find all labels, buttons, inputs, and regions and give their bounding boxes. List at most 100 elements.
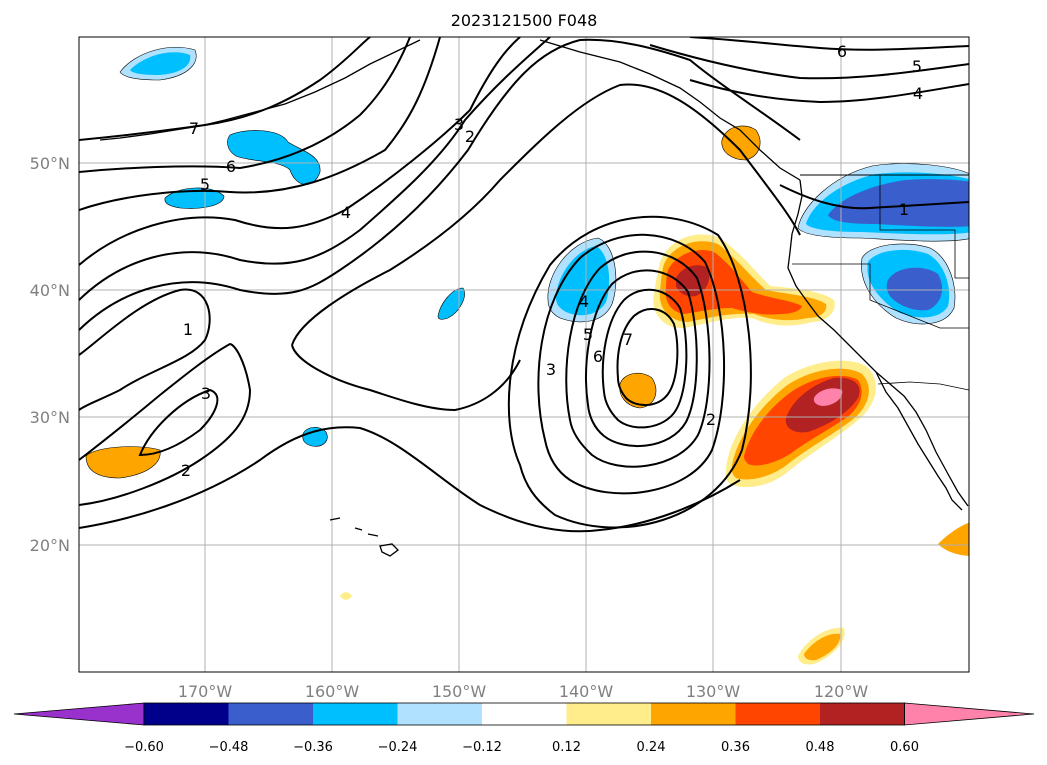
height-contours [79,37,969,533]
contour-2-south [79,426,741,533]
lat-label-50n: 50°N [30,154,70,173]
colorbar-bin-7 [651,703,736,725]
contour-label-6-ne: 6 [837,42,847,61]
contour-label-7-nw: 7 [189,119,199,138]
contour-2-north [79,38,801,331]
border-states-1 [792,263,969,329]
shade-orange-south-core [804,633,841,661]
colorbar-bin-3 [313,703,398,725]
contour-low-ring-3 [537,233,726,495]
coast-hawaii [329,517,399,557]
contour-label-5-ne: 5 [912,57,922,76]
map-frame [78,36,970,673]
shade-blue-small-west [164,187,225,209]
colorbar-extend-low [13,702,145,726]
lat-labels: 20°N 30°N 40°N 50°N [30,154,70,555]
contour-label-7-low: 7 [623,330,633,349]
shade-blue-greatbasin-core [886,267,943,311]
lon-label-130w: 130°W [686,682,741,701]
contour-1-west [79,288,211,411]
contour-1-mid [291,83,801,346]
contour-6 [79,37,411,173]
shade-orange-mexico [938,522,969,556]
colorbar-label-3: −0.36 [293,740,333,755]
coastlines [99,39,969,557]
shading-layer [85,46,969,665]
contour-7 [79,37,371,141]
lat-label-20n: 20°N [30,536,70,555]
contour-low-ring-6 [601,288,688,429]
shade-blue-low-west-core [556,246,610,316]
colorbar-label-5: −0.12 [462,740,502,755]
coast-gulf-alaska [539,39,801,181]
lon-label-170w: 170°W [178,682,233,701]
contour-label-4-low: 4 [579,292,589,311]
colorbar-frame [143,702,905,726]
lon-labels: 170°W 160°W 150°W 140°W 130°W 120°W [178,682,869,701]
contour-label-1-coast: 1 [899,200,909,219]
colorbar-bin-4 [397,703,482,725]
colorbar-label-10: 0.60 [890,740,919,755]
lon-label-120w: 120°W [814,682,869,701]
contour-4 [79,37,521,266]
contour-low-ring-5 [585,269,698,447]
chart-title: 2023121500 F048 [451,11,598,30]
coast-west-usa [787,179,969,507]
colorbar-bin-6 [566,703,651,725]
colorbar-bin-5 [482,703,567,725]
contour-label-6-low: 6 [593,347,603,366]
shade-orange-pnw-small [721,125,761,161]
border-states-2 [879,175,969,279]
colorbar-bin-1 [144,703,229,725]
lat-label-40n: 40°N [30,281,70,300]
contour-1-low-west [291,344,521,412]
contour-2-west [79,342,252,506]
contour-label-3-north: 3 [454,115,464,134]
colorbar-bin-2 [228,703,313,725]
contour-label-3-low: 3 [546,360,556,379]
contour-low-ring-4 [565,250,711,468]
shade-pink-baja [813,388,843,406]
contour-low-ring-7 [616,308,679,406]
shade-blue-northwest-core [130,52,191,75]
contour-3-west [138,388,219,457]
contour-label-1-west: 1 [183,320,193,339]
contour-5 [79,37,441,211]
shade-yellow-tiny [340,592,352,600]
shade-blue-pnw-core [828,179,969,227]
border-usa-mexico [877,381,969,391]
lon-label-150w: 150°W [432,682,487,701]
colorbar-label-2: −0.48 [209,740,249,755]
lon-label-140w: 140°W [559,682,614,701]
colorbar: −0.60 −0.48 −0.36 −0.24 −0.12 0.12 0.24 … [13,702,1035,755]
contour-label-3-west: 3 [201,384,211,403]
colorbar-label-6: 0.12 [552,740,581,755]
lat-label-30n: 30°N [30,408,70,427]
lon-label-160w: 160°W [305,682,360,701]
coast-baja [875,371,963,511]
colorbar-label-9: 0.48 [806,740,835,755]
colorbar-label-7: 0.24 [637,740,666,755]
contour-label-2-north: 2 [465,127,475,146]
contour-label-4-ne: 4 [913,84,923,103]
gridlines [79,37,969,672]
contour-label-5-low: 5 [583,325,593,344]
contour-label-2-west: 2 [181,461,191,480]
contour-6-ne [689,37,969,51]
contour-low-ring-2 [507,215,752,529]
contour-label-5-nw: 5 [200,175,210,194]
contour-3-north [79,37,551,301]
colorbar-label-1: −0.60 [124,740,164,755]
contour-label-6-nw: 6 [226,157,236,176]
contour-4-ne [689,79,969,104]
shade-blue-small-center [437,287,465,320]
colorbar-bin-9 [820,703,905,725]
colorbar-bin-8 [735,703,820,725]
colorbar-extend-high [904,702,1035,726]
contour-5-ne [649,44,969,80]
contour-label-2-low: 2 [706,410,716,429]
colorbar-label-8: 0.36 [721,740,750,755]
map-area: 7 6 5 4 3 2 1 3 2 3 4 5 6 7 2 6 5 4 1 [79,37,969,672]
colorbar-label-4: −0.24 [378,740,418,755]
contour-label-4-center: 4 [341,203,351,222]
